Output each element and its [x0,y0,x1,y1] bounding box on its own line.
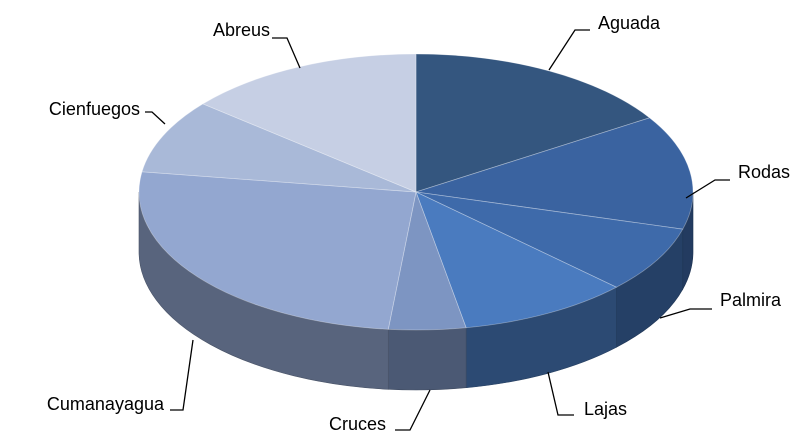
pie-slice [415,191,684,288]
slice-label: Aguada [598,13,661,33]
slice-label: Rodas [738,162,790,182]
pie-slice [201,53,417,193]
slice-label: Cruces [329,414,386,434]
pie-slice [141,103,417,193]
pie-slice [387,190,467,331]
pie-slice [138,171,417,330]
pie-slice [415,191,618,329]
labels: Aguada Rodas Palmira Lajas Cruces Cumanayagua… [47,13,790,434]
slice-label: Cumanayagua [47,394,165,414]
pie-slice [415,53,651,193]
slice-label: Lajas [584,399,627,419]
pie-sides [138,191,694,391]
slice-label: Palmira [720,290,782,310]
leader-line [685,179,730,199]
leader-line [659,308,712,319]
slice-label: Cienfuegos [49,99,140,119]
pie-slice [415,117,694,230]
leader-line [547,371,574,416]
pie-side [387,327,467,391]
leader-line [145,111,166,125]
pie-tops [138,53,694,331]
leader-line [272,37,301,69]
leader-line [170,339,194,411]
leader-line [548,29,590,71]
leader-line [395,389,431,431]
slice-label: Abreus [213,20,270,40]
